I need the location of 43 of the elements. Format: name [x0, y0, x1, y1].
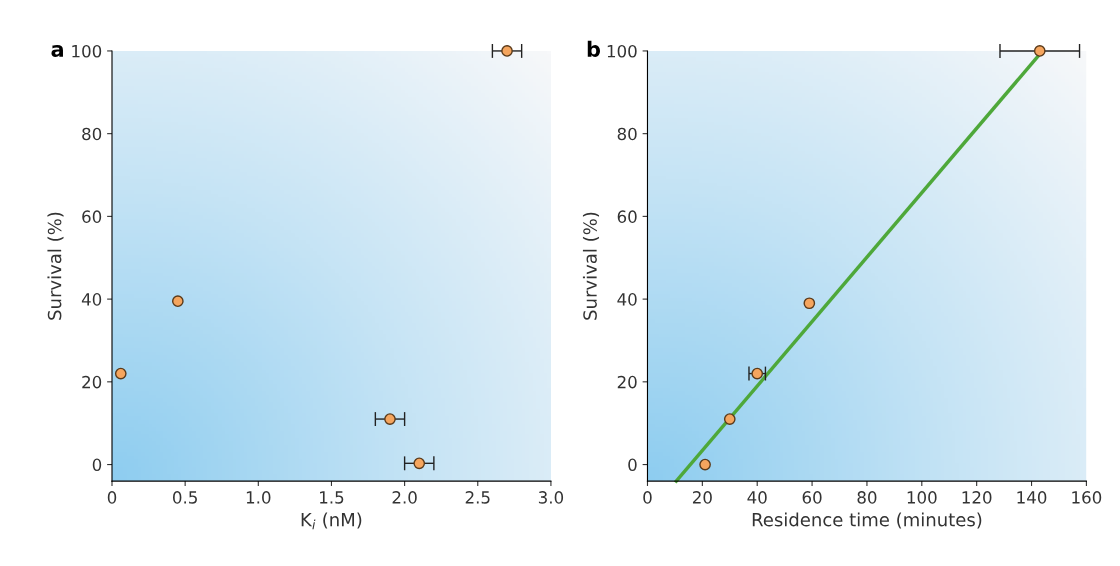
x-axis-title: K$_{i}$ (nM): [301, 512, 362, 530]
x-tick-label: 20: [692, 491, 712, 504]
chart-title: b: [587, 40, 601, 57]
y-tick-label: 40: [617, 293, 637, 306]
y-tick-label: 80: [82, 127, 102, 141]
x-tick-label: 1.0: [246, 491, 271, 504]
x-tick-label: 3.0: [538, 491, 564, 504]
y-tick-label: 60: [617, 210, 637, 223]
x-tick-label: 2.0: [392, 491, 417, 504]
x-tick-label: 80: [857, 491, 877, 504]
x-tick-label: 40: [747, 491, 767, 504]
point: [171, 295, 184, 308]
point: [501, 45, 513, 57]
x-tick-label: 140: [1017, 491, 1047, 504]
x-tick-label: 2.5: [465, 491, 490, 504]
point: [803, 297, 816, 310]
y-tick-label: 100: [72, 44, 102, 58]
x-axis-title: Residence time (minutes): [752, 512, 982, 529]
x-tick-label: 60: [802, 491, 822, 504]
y-tick-label: 40: [81, 293, 102, 306]
y-axis-title: Survival (%): [47, 212, 64, 320]
x-tick-label: 0.5: [173, 491, 197, 504]
y-tick-label: 0: [92, 458, 102, 472]
x-tick-label: 160: [1072, 491, 1102, 504]
point: [723, 413, 736, 425]
x-tick-label: 100: [907, 491, 937, 504]
y-tick-label: 20: [617, 375, 637, 389]
chart-title: a: [51, 45, 63, 57]
point: [1033, 45, 1046, 57]
y-tick-label: 0: [628, 458, 637, 472]
y-axis-title: Survival (%): [582, 212, 600, 320]
y-tick-label: 60: [82, 210, 102, 223]
x-tick-label: 120: [962, 491, 992, 504]
x-tick-label: 0: [643, 491, 652, 504]
point: [413, 457, 426, 470]
point: [384, 413, 396, 425]
point: [699, 458, 711, 471]
y-tick-label: 80: [617, 127, 637, 141]
x-tick-label: 0: [107, 491, 117, 504]
y-tick-label: 100: [607, 44, 637, 58]
x-tick-label: 1.5: [320, 491, 344, 504]
point: [114, 367, 127, 380]
y-tick-label: 20: [82, 375, 102, 389]
